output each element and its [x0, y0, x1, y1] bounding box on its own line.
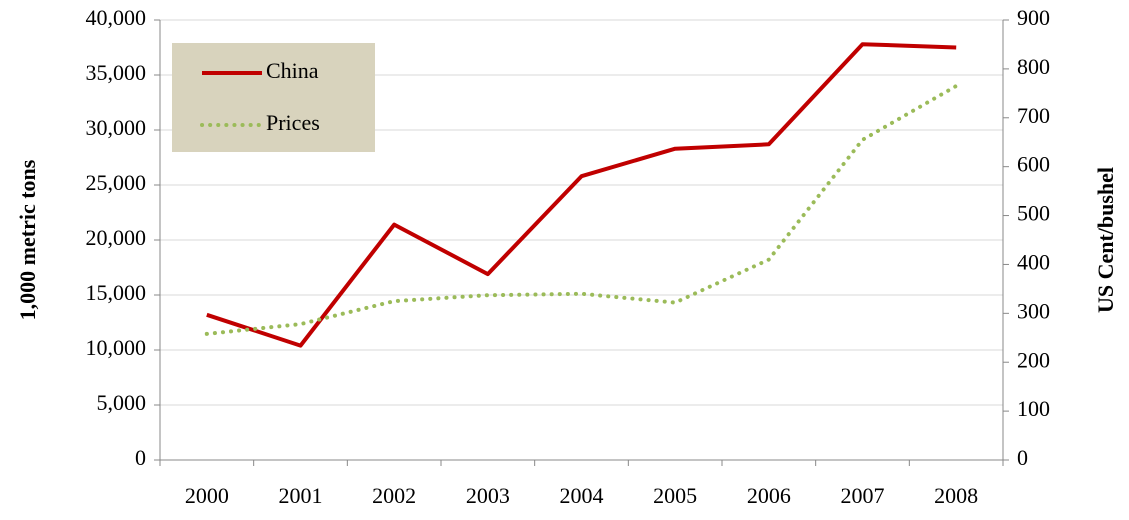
y-tick-label: 20,000	[86, 225, 147, 250]
y2-tick-label: 800	[1017, 54, 1050, 79]
x-tick-label: 2001	[279, 483, 323, 508]
y2-tick-label: 100	[1017, 396, 1050, 421]
y-tick-label: 35,000	[86, 60, 147, 85]
x-tick-label: 2004	[560, 483, 604, 508]
y2-axis-title: US Cent/bushel	[1093, 167, 1118, 313]
y2-tick-label: 900	[1017, 5, 1050, 30]
x-tick-label: 2002	[372, 483, 416, 508]
x-tick-label: 2000	[185, 483, 229, 508]
series-line	[206, 42, 957, 348]
y2-tick-label: 400	[1017, 249, 1050, 274]
y-tick-label: 15,000	[86, 280, 147, 305]
y-tick-label: 30,000	[86, 115, 147, 140]
legend-label: Prices	[266, 110, 320, 135]
y-axis-title: 1,000 metric tons	[15, 159, 40, 320]
legend-box	[172, 43, 375, 152]
x-tick-label: 2007	[841, 483, 885, 508]
x-tick-label: 2006	[747, 483, 791, 508]
y-tick-label: 40,000	[86, 5, 147, 30]
y2-tick-label: 500	[1017, 201, 1050, 226]
y-tick-label: 10,000	[86, 335, 147, 360]
y-tick-label: 0	[135, 445, 146, 470]
y2-tick-label: 0	[1017, 445, 1028, 470]
y2-tick-label: 600	[1017, 152, 1050, 177]
y2-tick-label: 700	[1017, 103, 1050, 128]
y2-tick-label: 300	[1017, 298, 1050, 323]
x-tick-label: 2008	[934, 483, 978, 508]
x-tick-label: 2005	[653, 483, 697, 508]
y-tick-label: 5,000	[97, 390, 147, 415]
y-tick-label: 25,000	[86, 170, 147, 195]
y2-tick-label: 200	[1017, 347, 1050, 372]
x-tick-label: 2003	[466, 483, 510, 508]
legend-label: China	[266, 58, 319, 83]
